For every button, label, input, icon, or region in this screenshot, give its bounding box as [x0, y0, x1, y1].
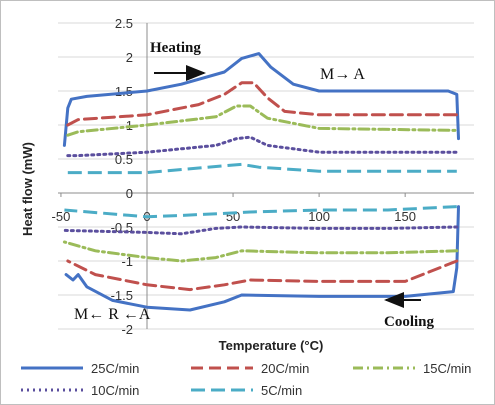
- series-10c-min-heating-line: [66, 135, 459, 158]
- series-20c-min-cooling-line: [66, 259, 459, 292]
- series-10c-min-cooling-line: [62, 225, 459, 236]
- gridlines: [58, 22, 474, 330]
- x-tick-label: 150: [394, 209, 416, 224]
- legend-label: 20C/min: [261, 361, 309, 376]
- x-axis-label: Temperature (°C): [219, 338, 324, 353]
- m-r-a-annotation: M← R ←A: [74, 306, 151, 323]
- legend-label: 10C/min: [91, 383, 139, 398]
- series-15c-min-cooling-line: [62, 240, 459, 263]
- x-tick-label: -50: [52, 209, 71, 224]
- legend: 25C/min 20C/min 15C/min 10C/min 5C/min: [21, 361, 471, 398]
- series-25c-min-heating-line: [62, 52, 460, 147]
- y-tick-label: 2.5: [115, 16, 133, 31]
- heating-annotation: Heating: [150, 40, 201, 56]
- legend-label: 15C/min: [423, 361, 471, 376]
- series-15c-min-heating-line: [66, 104, 459, 137]
- series-5c-min-cooling-line: [64, 205, 457, 219]
- y-tick-label: -1.5: [111, 288, 133, 303]
- cooling-annotation: Cooling: [384, 314, 435, 330]
- legend-label: 5C/min: [261, 383, 302, 398]
- y-tick-label: 1.5: [115, 84, 133, 99]
- y-tick-label: -2: [121, 322, 133, 337]
- legend-label: 25C/min: [91, 361, 139, 376]
- series-20c-min-heating-line: [66, 81, 459, 127]
- series-5c-min-heating-line: [67, 162, 457, 175]
- series-lines: [62, 52, 460, 312]
- y-tick-label: 0.5: [115, 152, 133, 167]
- x-tick-label: 100: [308, 209, 330, 224]
- series-25c-min-cooling-line: [64, 205, 460, 312]
- x-tick-label: 50: [226, 209, 240, 224]
- y-tick-label: -1: [121, 254, 133, 269]
- m-to-a-annotation: M→ A: [320, 66, 365, 83]
- y-axis-label: Heat flow (mW): [20, 142, 35, 236]
- y-tick-label: 0: [126, 186, 133, 201]
- axes: [58, 23, 474, 329]
- y-tick-label: 2: [126, 50, 133, 65]
